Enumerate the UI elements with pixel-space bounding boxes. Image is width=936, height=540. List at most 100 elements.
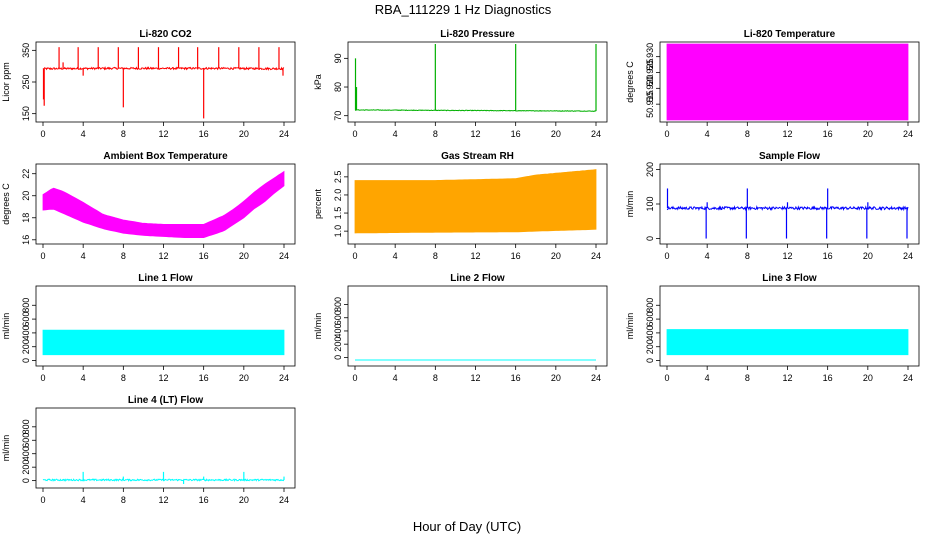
plot-frame — [35, 285, 296, 367]
plot-frame — [659, 163, 920, 245]
data-series — [42, 47, 285, 119]
x-tick-label: 24 — [279, 495, 289, 505]
y-axis-label: ml/min — [1, 435, 11, 462]
data-series — [666, 329, 909, 356]
x-tick-label: 16 — [511, 373, 521, 383]
x-tick-label: 20 — [239, 373, 249, 383]
y-axis-label: kPa — [313, 74, 323, 90]
x-tick-label: 4 — [393, 129, 398, 139]
panel-2: Li-820 Pressure kPa 0 4 8 12 16 20 24 70 80 90 — [313, 29, 608, 139]
y-tick-label: 50.920 — [645, 75, 655, 103]
y-tick-label: 0 — [645, 236, 655, 241]
y-tick-label: 400 — [333, 323, 343, 338]
x-tick-label: 8 — [433, 373, 438, 383]
x-tick-label: 24 — [279, 373, 289, 383]
x-tick-label: 16 — [823, 251, 833, 261]
y-tick-label: 400 — [645, 325, 655, 340]
series-band — [354, 169, 597, 234]
data-series — [666, 188, 909, 239]
y-tick-label: 2.5 — [333, 171, 343, 184]
x-tick-label: 4 — [705, 129, 710, 139]
plot-frame — [35, 163, 296, 245]
panel-6: Sample Flow ml/min 0 4 8 12 16 20 24 0 100 200 — [625, 151, 920, 261]
x-tick-label: 12 — [782, 373, 792, 383]
x-tick-label: 0 — [352, 251, 357, 261]
y-tick-label: 800 — [21, 298, 31, 313]
x-tick-label: 20 — [239, 129, 249, 139]
x-tick-label: 24 — [591, 373, 601, 383]
x-tick-label: 16 — [199, 129, 209, 139]
series-band — [666, 329, 909, 356]
panel-title: Ambient Box Temperature — [103, 151, 228, 162]
y-tick-label: 600 — [645, 312, 655, 327]
y-axis-label: degrees C — [1, 183, 11, 225]
x-tick-label: 24 — [279, 129, 289, 139]
data-series — [666, 43, 909, 121]
x-tick-label: 0 — [664, 251, 669, 261]
x-tick-label: 12 — [158, 373, 168, 383]
y-tick-label: 400 — [21, 325, 31, 340]
x-tick-label: 20 — [551, 373, 561, 383]
panel-5: Gas Stream RH percent 0 4 8 12 16 20 24 1.0 1.5 2.0… — [313, 151, 608, 261]
y-tick-label: 50.930 — [645, 43, 655, 71]
data-series — [354, 169, 597, 234]
y-tick-label: 0 — [645, 358, 655, 363]
y-tick-label: 150 — [21, 106, 31, 121]
panel-title: Li-820 Temperature — [744, 29, 836, 40]
panel-9: Line 3 Flow ml/min 0 4 8 12 16 20 24 0 20040060080… — [625, 273, 920, 383]
figure-title: RBA_111229 1 Hz Diagnostics — [375, 2, 552, 17]
panel-1: Li-820 CO2 Licor ppm 0 4 8 12 16 20 24 150 250 350 — [1, 29, 296, 139]
panel-title: Li-820 Pressure — [440, 29, 515, 40]
data-series — [42, 170, 285, 238]
y-tick-label: 2.0 — [333, 189, 343, 202]
plot-frame — [35, 41, 296, 123]
x-tick-label: 4 — [705, 373, 710, 383]
plot-frame — [347, 41, 608, 123]
data-series — [42, 471, 285, 484]
x-tick-label: 20 — [239, 251, 249, 261]
x-tick-label: 24 — [903, 373, 913, 383]
x-tick-label: 24 — [903, 251, 913, 261]
plot-frame — [347, 285, 608, 367]
x-tick-label: 16 — [823, 129, 833, 139]
y-axis-label: Licor ppm — [1, 62, 11, 102]
y-tick-label: 80 — [333, 82, 343, 92]
x-tick-label: 24 — [279, 251, 289, 261]
panel-3: Li-820 Temperature degrees C 0 4 8 12 16 20 24 50… — [625, 29, 920, 139]
y-tick-label: 600 — [21, 433, 31, 448]
y-tick-label: 200 — [333, 337, 343, 352]
y-axis-label: ml/min — [313, 313, 323, 340]
series-band — [666, 43, 909, 121]
y-tick-label: 70 — [333, 111, 343, 121]
y-tick-label: 50.915 — [645, 90, 655, 118]
panel-title: Sample Flow — [759, 151, 820, 162]
plot-frame — [659, 41, 920, 123]
panel-4: Ambient Box Temperature degrees C 0 4 8 12 16 2… — [1, 151, 296, 261]
panel-title: Line 2 Flow — [450, 273, 505, 284]
x-tick-label: 8 — [745, 251, 750, 261]
figure-x-axis-label: Hour of Day (UTC) — [413, 519, 521, 534]
x-tick-label: 20 — [863, 129, 873, 139]
y-axis-label: degrees C — [625, 61, 635, 103]
y-tick-label: 800 — [21, 419, 31, 434]
plot-frame — [659, 285, 920, 367]
x-tick-label: 20 — [551, 251, 561, 261]
x-tick-label: 0 — [664, 129, 669, 139]
x-tick-label: 12 — [158, 251, 168, 261]
x-tick-label: 16 — [511, 129, 521, 139]
y-tick-label: 90 — [333, 53, 343, 63]
data-series — [354, 44, 597, 112]
x-tick-label: 4 — [81, 373, 86, 383]
x-tick-label: 20 — [863, 251, 873, 261]
x-tick-label: 16 — [511, 251, 521, 261]
series-line — [42, 66, 285, 71]
plot-frame — [35, 407, 296, 489]
y-tick-label: 400 — [21, 446, 31, 461]
x-tick-label: 8 — [745, 129, 750, 139]
x-tick-label: 8 — [433, 129, 438, 139]
panel-8: Line 2 Flow ml/min 0 4 8 12 16 20 24 0 20040060080… — [313, 273, 608, 383]
y-tick-label: 0 — [21, 358, 31, 363]
x-tick-label: 12 — [158, 129, 168, 139]
x-tick-label: 0 — [40, 495, 45, 505]
y-tick-label: 200 — [21, 339, 31, 354]
